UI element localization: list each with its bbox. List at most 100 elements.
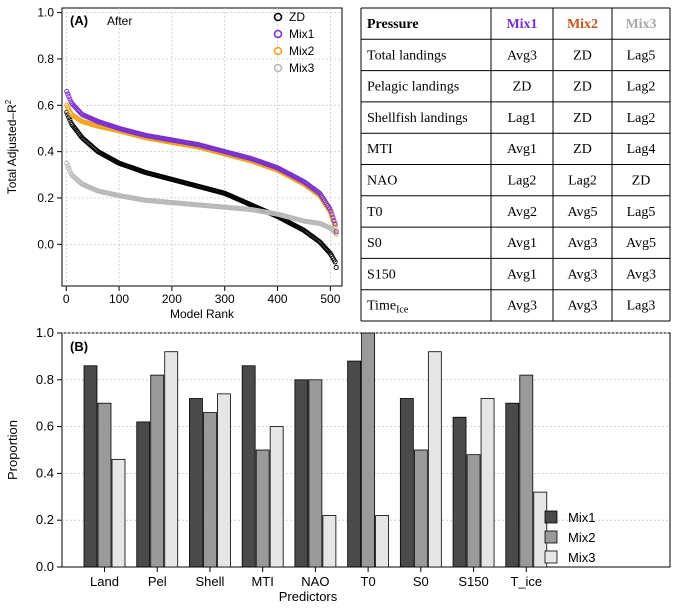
panel-b-bar-mix1-nao [294, 379, 309, 568]
panel-a-axes: 0 100 200 300 400 500 0.0 0.2 0.4 0.6 0.8 1.0 [37, 6, 340, 306]
panel-a-ytick-label: 0.2 [37, 191, 54, 205]
table-cell: Lag4 [627, 142, 656, 157]
panel-b-bar-mix2-pel [150, 374, 165, 568]
panel-a-legend-marker [273, 46, 283, 56]
panel-b-bar-mix1-shell [189, 398, 203, 568]
panel-a-point-mix1 [333, 229, 339, 235]
table-cell: ZD [632, 174, 651, 189]
panel-a-legend-marker [273, 29, 283, 39]
panel-b-axes: 0.0 0.2 0.4 0.6 0.8 1.0 Land Pel Shell MTI NAO T0 S0… [36, 325, 542, 589]
panel-a-xlabel: Model Rank [170, 307, 235, 321]
panel-b-bar-mix2-mti [255, 449, 270, 568]
panel-a-ylabel: Total Adjusted–R2 [4, 99, 19, 194]
table-row-label: MTI [367, 142, 393, 157]
panel-b-label: (B) [70, 339, 88, 354]
table-cell: Lag2 [627, 80, 656, 95]
panel-a-ylabel-superscript: 2 [4, 99, 13, 104]
table-cell: Lag5 [627, 205, 656, 220]
panel-b-ytick-label: 1.0 [36, 325, 54, 340]
table-header-cell: Mix1 [506, 17, 537, 32]
table-cell: ZD [573, 111, 592, 126]
panel-a-xtick-label: 400 [268, 292, 288, 306]
panel-b-legend-swatch [544, 530, 558, 544]
table-cell: Avg5 [567, 205, 597, 220]
panel-b-xtick-label: T_ice [510, 574, 542, 589]
table-row-label: NAO [367, 174, 397, 189]
table-row-label-subscript: Ice [396, 305, 409, 316]
panel-b-bar-mix2-t_ice [519, 374, 534, 568]
panel-a-legend-marker [273, 12, 283, 22]
panel-b-bar-mix3-pel [164, 351, 179, 568]
panel-a-point-mix2 [332, 223, 338, 230]
panel-b-ytick-label: 0.4 [36, 465, 54, 480]
table-cell: Avg5 [626, 236, 656, 251]
panel-a-grid [62, 8, 342, 286]
panel-a-legend-label: Mix3 [289, 61, 315, 75]
panel-b-xtick-label: S150 [458, 574, 488, 589]
table-row-label: T0 [367, 205, 383, 220]
panel-b-legend-label: Mix2 [568, 530, 595, 545]
panel-a-legend-label: Mix1 [289, 27, 315, 41]
table-cell: ZD [513, 80, 532, 95]
panel-b-bar-mix3-t_ice [533, 491, 548, 568]
table-cell: ZD [573, 142, 592, 157]
panel-a-series-mix3 [64, 160, 339, 237]
panel-a-title: After [107, 14, 132, 28]
panel-a-point-zd [67, 117, 73, 123]
panel-b-xtick-label: MTI [251, 574, 273, 589]
panel-b-bars [83, 332, 548, 568]
panel-b-ytick-label: 0.8 [36, 372, 54, 387]
panel-b-xtick-label: NAO [301, 574, 329, 589]
table-cell: ZD [573, 80, 592, 95]
panel-a-xtick-label: 100 [109, 292, 129, 306]
panel-a-point-mix1 [332, 221, 338, 227]
panel-b-legend: Mix1 Mix2 Mix3 [544, 510, 595, 565]
table-header-cell: Mix3 [625, 17, 656, 32]
panel-b-bar-mix3-mti [269, 426, 284, 568]
panel-a-point-mix1 [65, 91, 71, 97]
table-cell: Avg1 [507, 267, 537, 282]
table-header-cell: Pressure [367, 17, 419, 32]
panel-a-point-mix1 [331, 218, 337, 224]
panel-b-ytick-label: 0.2 [36, 512, 54, 527]
panel-a-point-mix2 [331, 220, 337, 226]
panel-a-point-mix1 [327, 206, 333, 212]
panel-a-ytick-label: 0.6 [37, 98, 54, 112]
panel-a-point-mix2 [333, 231, 339, 237]
panel-a-legend-marker [273, 63, 283, 73]
panel-a-point-mix1 [64, 88, 70, 94]
panel-a-point-mix1 [330, 215, 336, 221]
table-cell: Lag5 [627, 48, 656, 63]
panel-a-legend-label: Mix2 [289, 44, 315, 58]
table-cell: Lag2 [508, 174, 537, 189]
table-header-cell: Mix2 [567, 17, 598, 32]
table-row-label: TimeIce [367, 299, 409, 316]
panel-b-bar-mix3-nao [322, 515, 337, 568]
panel-b-bar-mix1-s0 [399, 398, 414, 568]
panel-a-point-mix1 [66, 94, 72, 100]
panel-a-ytick-label: 0.4 [37, 145, 54, 159]
panel-a-point-mix2 [329, 214, 335, 220]
panel-b-xtick-label: S0 [413, 574, 429, 589]
panel-b-xlabel: Predictors [279, 589, 338, 604]
panel-b-ytick-label: 0.6 [36, 419, 54, 434]
panel-a-point-mix1 [67, 96, 73, 102]
panel-a-xtick-label: 500 [320, 292, 340, 306]
panel-a-ytick-label: 0.0 [37, 237, 54, 251]
panel-b-legend-swatch [544, 510, 558, 524]
panel-b-ytick-label: 0.0 [36, 559, 54, 574]
panel-a-point-mix2 [328, 210, 334, 217]
table-cell: Avg3 [567, 299, 597, 314]
panel-a-point-mix1 [329, 211, 335, 217]
panel-b-legend-label: Mix3 [568, 550, 595, 565]
table-cell: Lag3 [627, 299, 656, 314]
panel-b-bar-mix1-t_ice [505, 402, 520, 568]
panel-a-point-zd [332, 259, 338, 265]
table-cell: Avg3 [507, 299, 537, 314]
table-row-label: Pelagic landings [367, 80, 459, 95]
panel-b-bar-mix1-s150 [452, 416, 467, 568]
panel-b-xtick-label: Shell [195, 574, 224, 589]
table-row-label: S0 [367, 236, 382, 251]
panel-a-point-mix1 [328, 208, 334, 214]
panel-a-series-mix1 [64, 88, 339, 235]
